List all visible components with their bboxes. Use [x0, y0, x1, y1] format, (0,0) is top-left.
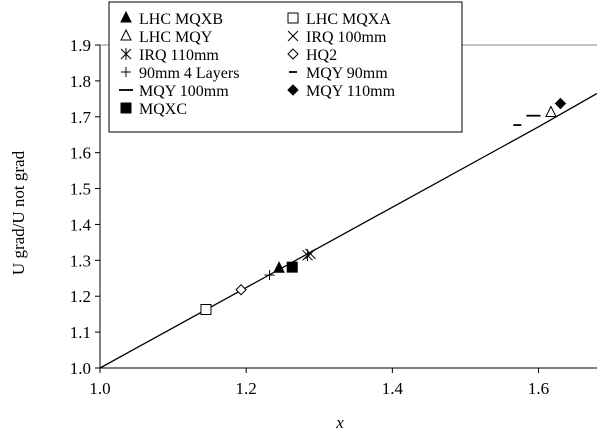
data-point: [264, 270, 275, 281]
legend-label: LHC MQXB: [139, 11, 223, 28]
trend-line-group: [99, 92, 597, 369]
legend-label: LHC MQXA: [306, 11, 391, 28]
legend-label: IRQ 100mm: [306, 29, 387, 46]
x-tick-label: 1.6: [528, 379, 549, 398]
y-tick-label: 1.6: [70, 144, 91, 163]
legend-item: MQY 110mm: [287, 83, 396, 100]
y-tick-label: 1.5: [70, 180, 91, 199]
y-axis-label: U grad/U not grad: [9, 150, 28, 275]
legend-marker: [120, 28, 132, 41]
y-tick-label: 1.4: [70, 215, 92, 234]
x-axis-label: x: [335, 413, 344, 432]
legend-box: [108, 1, 463, 133]
axis-ticks: 1.0 1.1 1.2 1.3 1.4 1.5 1.6 1.7 1.8 1.9 1.0 1.2 1.4 1…: [70, 36, 549, 398]
data-point: [286, 261, 298, 273]
legend-item: LHC MQY: [120, 28, 213, 46]
legend-item: MQY 90mm: [289, 65, 388, 82]
legend-label: IRQ 110mm: [139, 47, 219, 64]
legend-label: LHC MQY: [139, 29, 213, 46]
legend-item: MQXC: [120, 101, 187, 118]
legend-marker: [120, 102, 132, 114]
legend-label: 90mm 4 Layers: [139, 65, 239, 82]
y-tick-label: 1.7: [70, 108, 92, 127]
legend-label: MQXC: [139, 101, 187, 118]
legend-label: MQY 100mm: [139, 83, 229, 100]
y-tick-label: 1.0: [70, 359, 91, 378]
legend-marker: [287, 30, 299, 42]
legend-item: MQY 100mm: [119, 83, 229, 100]
trend-line: [99, 92, 597, 369]
legend-marker: [287, 12, 299, 24]
y-tick-label: 1.1: [70, 323, 91, 342]
legend-label: MQY 90mm: [306, 65, 388, 82]
x-tick-label: 1.2: [236, 379, 257, 398]
legend-item: IRQ 110mm: [120, 47, 219, 64]
data-point: [273, 261, 285, 273]
data-point: [200, 304, 212, 316]
legend-marker: [120, 10, 132, 23]
legend-marker: [287, 48, 299, 60]
y-tick-label: 1.2: [70, 287, 91, 306]
legend-label: MQY 110mm: [306, 83, 396, 100]
legend-item: LHC MQXA: [287, 11, 391, 28]
legend-item: 90mm 4 Layers: [121, 65, 239, 82]
data-point: [302, 249, 313, 262]
legend-item: LHC MQXB: [120, 10, 223, 28]
legend: LHC MQXB LHC MQXA LHC MQY IRQ 100mm IRQ 110m…: [108, 1, 463, 133]
data-point: [545, 105, 557, 117]
y-tick-label: 1.8: [70, 72, 91, 91]
x-tick-label: 1.0: [89, 379, 110, 398]
legend-marker: [121, 67, 131, 77]
data-point: [235, 284, 247, 296]
legend-marker: [287, 84, 299, 96]
legend-label: HQ2: [306, 47, 337, 64]
y-tick-label: 1.3: [70, 251, 91, 270]
legend-item: IRQ 100mm: [287, 29, 387, 46]
legend-item: HQ2: [287, 47, 337, 64]
legend-marker: [120, 48, 132, 60]
y-tick-label: 1.9: [70, 36, 91, 55]
x-tick-label: 1.4: [382, 379, 404, 398]
data-point: [554, 97, 567, 110]
data-points: [200, 97, 567, 316]
